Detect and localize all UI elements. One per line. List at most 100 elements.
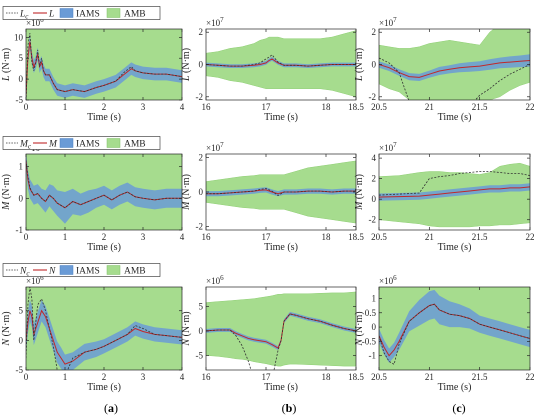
legend-reference-symbol: N (19, 267, 27, 277)
y-tick-label: -1 (369, 351, 377, 361)
plot-area (206, 160, 356, 224)
x-tick-label: 4 (180, 232, 185, 242)
y-multiplier-exponent: 6 (40, 274, 44, 282)
legend-reference-label: Lc (19, 10, 29, 21)
x-axis-label: Time (s) (438, 242, 472, 253)
x-tick-label: 1 (63, 232, 68, 242)
subfigure-label-c-close: ) (462, 401, 466, 415)
x-tick-label: 4 (180, 102, 185, 112)
x-tick-label: 16 (202, 102, 212, 112)
x-tick-label: 21.5 (472, 232, 488, 242)
x-tick-label: 18.5 (348, 372, 364, 382)
y-axis-symbol: M (354, 201, 365, 211)
y-axis-unit: (N·m) (181, 174, 192, 202)
y-tick-label: 4 (372, 153, 377, 163)
subfigure-label-a: (a) (104, 401, 118, 415)
x-tick-label: 0 (24, 102, 29, 112)
estimate-line (379, 60, 530, 78)
x-axis-label: Time (s) (264, 112, 298, 123)
x-tick-label: 21 (425, 102, 434, 112)
plot-area (379, 287, 530, 370)
y-tick-label: 0.5 (365, 308, 377, 318)
iams-band (379, 289, 530, 363)
plot-area (26, 154, 182, 230)
iams-band (26, 154, 182, 224)
y-multiplier-exponent: 6 (220, 274, 224, 282)
y-multiplier-exponent: 7 (220, 16, 224, 24)
y-tick-label: 0 (372, 194, 377, 204)
reference-line (206, 188, 356, 196)
x-tick-label: 22 (526, 372, 535, 382)
x-tick-label: 18 (322, 232, 332, 242)
chart-panel-5: 16 17 18 18.5 -2 0 2 Time (s) M (N·m) ×107 (181, 141, 364, 253)
y-axis-unit: (N·m) (354, 48, 365, 76)
y-axis-symbol: N (181, 338, 192, 347)
plot-area (206, 30, 356, 98)
x-axis-label: Time (s) (264, 242, 298, 253)
y-multiplier-base: ×10 (206, 143, 221, 153)
legend-box (2, 136, 161, 150)
x-tick-label: 18 (322, 102, 332, 112)
reference-line (379, 57, 530, 100)
iams-band (26, 300, 182, 370)
legend-box (2, 6, 161, 20)
y-axis-label: M (N·m) (181, 174, 192, 211)
x-tick-label: 17 (262, 232, 272, 242)
plot-area (206, 291, 356, 370)
y-multiplier: ×106 (26, 16, 44, 28)
x-tick-label: 3 (141, 372, 146, 382)
x-tick-label: 3 (141, 232, 146, 242)
axes-box (378, 153, 531, 231)
y-axis-label: N (N·m) (354, 311, 365, 346)
legend-estimate-label: L (48, 10, 54, 20)
y-tick-label: 0 (19, 74, 24, 84)
y-axis-label: L (N·m) (354, 48, 365, 82)
y-axis-unit: (N·m) (1, 48, 12, 76)
y-tick-label: 10 (14, 32, 24, 42)
estimate-line (379, 186, 530, 198)
y-tick-label: -0.5 (362, 336, 377, 346)
y-tick-label: 5 (19, 306, 24, 316)
y-tick-label: -2 (196, 222, 204, 232)
y-axis-unit: (N·m) (1, 174, 12, 202)
iams-band (206, 311, 356, 350)
subfigure-label-b-close: ) (292, 401, 296, 415)
x-axis-label: Time (s) (87, 112, 121, 123)
y-tick-label: 0 (372, 322, 377, 332)
x-tick-label: 18.5 (348, 232, 364, 242)
x-tick-label: 16 (202, 232, 212, 242)
y-tick-label: -5 (196, 350, 204, 360)
legend-iams-label: IAMS (76, 140, 100, 150)
legend-amb-label: AMB (124, 140, 146, 150)
reference-line (379, 171, 530, 196)
y-tick-label: 5 (19, 53, 24, 63)
x-axis-label: Time (s) (438, 382, 472, 393)
y-tick-label: 1 (19, 162, 24, 172)
legend-iams-swatch (59, 8, 74, 18)
y-tick-label: 5 (199, 302, 204, 312)
y-tick-label: 0 (199, 326, 204, 336)
y-tick-label: -5 (16, 95, 24, 105)
y-axis-label: M (N·m) (354, 174, 365, 211)
x-tick-label: 20.5 (371, 102, 387, 112)
legend-reference-subscript: c (26, 270, 30, 278)
legend-3: Nc N IAMS AMB (2, 263, 161, 278)
legend-iams-label: IAMS (76, 10, 100, 20)
x-tick-label: 20.5 (371, 232, 387, 242)
x-tick-label: 20.5 (371, 372, 387, 382)
subfigure-label-c-letter: c (456, 401, 462, 415)
y-tick-label: 2 (372, 27, 377, 37)
y-axis-symbol: M (1, 201, 12, 211)
y-axis-unit: (N·m) (354, 174, 365, 202)
y-tick-label: 1 (372, 293, 377, 303)
y-multiplier-base: ×10 (379, 276, 394, 286)
y-axis-symbol: L (1, 75, 12, 82)
y-multiplier-base: ×10 (206, 18, 221, 28)
chart-panel-8: 16 17 18 18.5 -5 0 5 Time (s) N (N·m) ×106 (181, 274, 364, 393)
y-multiplier-exponent: 7 (393, 141, 397, 149)
subfigure-label-a-letter: a (108, 401, 114, 415)
y-axis-symbol: L (181, 75, 192, 82)
